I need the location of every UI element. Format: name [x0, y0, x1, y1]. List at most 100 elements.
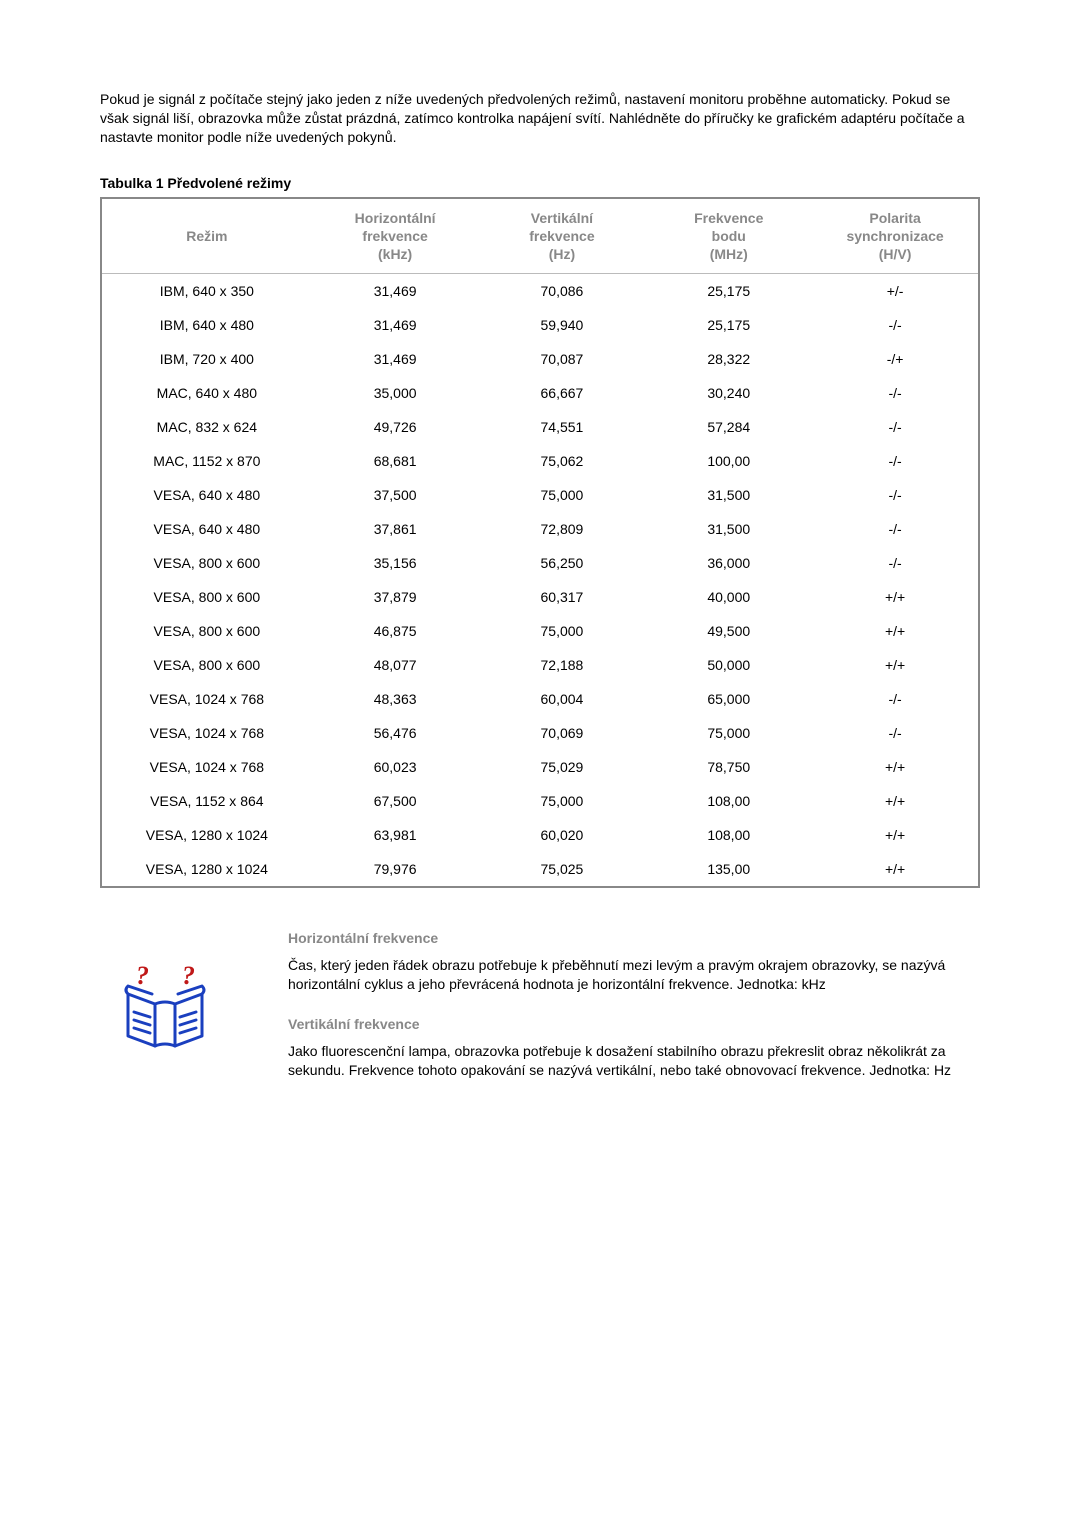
table-row: VESA, 1024 x 76856,47670,06975,000-/-	[101, 716, 979, 750]
table-cell: 65,000	[645, 682, 812, 716]
table-cell: 60,023	[312, 750, 479, 784]
table-cell: 108,00	[645, 784, 812, 818]
table-cell: -/+	[812, 342, 979, 376]
table-cell: +/+	[812, 648, 979, 682]
table-row: IBM, 640 x 35031,46970,08625,175+/-	[101, 274, 979, 309]
table-row: VESA, 1280 x 102479,97675,025135,00+/+	[101, 852, 979, 887]
table-cell: 31,469	[312, 274, 479, 309]
table-cell: +/+	[812, 852, 979, 887]
table-cell: 135,00	[645, 852, 812, 887]
table-cell: 60,020	[479, 818, 646, 852]
table-cell: 72,809	[479, 512, 646, 546]
table-cell: 49,500	[645, 614, 812, 648]
table-row: MAC, 832 x 62449,72674,55157,284-/-	[101, 410, 979, 444]
table-cell: MAC, 1152 x 870	[101, 444, 312, 478]
table-cell: -/-	[812, 478, 979, 512]
table-cell: 70,087	[479, 342, 646, 376]
table-cell: VESA, 800 x 600	[101, 648, 312, 682]
table-cell: 75,062	[479, 444, 646, 478]
hfreq-heading: Horizontální frekvence	[288, 930, 980, 946]
table-cell: 30,240	[645, 376, 812, 410]
table-body: IBM, 640 x 35031,46970,08625,175+/-IBM, …	[101, 274, 979, 888]
table-cell: 28,322	[645, 342, 812, 376]
table-cell: 66,667	[479, 376, 646, 410]
page: Pokud je signál z počítače stejný jako j…	[0, 0, 1080, 1528]
hfreq-body: Čas, který jeden řádek obrazu potřebuje …	[288, 956, 980, 994]
table-cell: 75,029	[479, 750, 646, 784]
svg-text:?: ?	[136, 961, 149, 990]
definitions-section: ? ? Horizontální frekvence Čas, který je…	[100, 930, 980, 1102]
table-cell: 75,000	[479, 478, 646, 512]
col-polarity: Polaritasynchronizace(H/V)	[812, 198, 979, 274]
table-cell: 70,069	[479, 716, 646, 750]
table-row: VESA, 800 x 60035,15656,25036,000-/-	[101, 546, 979, 580]
table-cell: 48,077	[312, 648, 479, 682]
vfreq-body: Jako fluorescenční lampa, obrazovka potř…	[288, 1042, 980, 1080]
table-cell: 31,500	[645, 478, 812, 512]
table-row: VESA, 1152 x 86467,50075,000108,00+/+	[101, 784, 979, 818]
col-vfreq: Vertikálnífrekvence(Hz)	[479, 198, 646, 274]
col-hfreq: Horizontálnífrekvence(kHz)	[312, 198, 479, 274]
table-cell: 40,000	[645, 580, 812, 614]
table-cell: 75,025	[479, 852, 646, 887]
table-cell: 50,000	[645, 648, 812, 682]
table-cell: 75,000	[645, 716, 812, 750]
table-cell: VESA, 800 x 600	[101, 546, 312, 580]
table-title: Tabulka 1 Předvolené režimy	[100, 175, 980, 191]
table-cell: 25,175	[645, 274, 812, 309]
table-cell: 25,175	[645, 308, 812, 342]
col-pixclock: Frekvencebodu(MHz)	[645, 198, 812, 274]
table-cell: -/-	[812, 546, 979, 580]
table-cell: VESA, 1280 x 1024	[101, 818, 312, 852]
table-cell: VESA, 640 x 480	[101, 512, 312, 546]
table-cell: 31,469	[312, 308, 479, 342]
table-cell: 59,940	[479, 308, 646, 342]
table-cell: -/-	[812, 682, 979, 716]
table-cell: 36,000	[645, 546, 812, 580]
table-cell: 100,00	[645, 444, 812, 478]
table-cell: +/+	[812, 750, 979, 784]
table-cell: 74,551	[479, 410, 646, 444]
table-cell: IBM, 720 x 400	[101, 342, 312, 376]
table-cell: +/+	[812, 784, 979, 818]
table-cell: -/-	[812, 376, 979, 410]
table-row: VESA, 1280 x 102463,98160,020108,00+/+	[101, 818, 979, 852]
table-cell: 37,861	[312, 512, 479, 546]
table-cell: 35,000	[312, 376, 479, 410]
table-cell: 57,284	[645, 410, 812, 444]
table-cell: IBM, 640 x 350	[101, 274, 312, 309]
table-cell: 70,086	[479, 274, 646, 309]
table-cell: 60,317	[479, 580, 646, 614]
table-cell: IBM, 640 x 480	[101, 308, 312, 342]
table-cell: VESA, 1024 x 768	[101, 716, 312, 750]
table-cell: 68,681	[312, 444, 479, 478]
table-cell: 48,363	[312, 682, 479, 716]
table-cell: 60,004	[479, 682, 646, 716]
table-header-row: Režim Horizontálnífrekvence(kHz) Vertiká…	[101, 198, 979, 274]
table-cell: VESA, 1280 x 1024	[101, 852, 312, 887]
table-row: VESA, 800 x 60046,87575,00049,500+/+	[101, 614, 979, 648]
table-cell: 31,469	[312, 342, 479, 376]
table-cell: VESA, 800 x 600	[101, 614, 312, 648]
table-cell: -/-	[812, 410, 979, 444]
table-row: VESA, 1024 x 76848,36360,00465,000-/-	[101, 682, 979, 716]
table-cell: VESA, 800 x 600	[101, 580, 312, 614]
table-cell: +/+	[812, 580, 979, 614]
table-cell: VESA, 1024 x 768	[101, 750, 312, 784]
table-row: IBM, 640 x 48031,46959,94025,175-/-	[101, 308, 979, 342]
svg-text:?: ?	[182, 961, 195, 990]
table-cell: 31,500	[645, 512, 812, 546]
table-cell: 37,879	[312, 580, 479, 614]
table-cell: +/+	[812, 614, 979, 648]
table-cell: 63,981	[312, 818, 479, 852]
note-icon: ? ?	[100, 930, 280, 1067]
vfreq-heading: Vertikální frekvence	[288, 1016, 980, 1032]
table-row: IBM, 720 x 40031,46970,08728,322-/+	[101, 342, 979, 376]
table-row: VESA, 1024 x 76860,02375,02978,750+/+	[101, 750, 979, 784]
table-cell: 56,250	[479, 546, 646, 580]
table-cell: -/-	[812, 444, 979, 478]
table-row: MAC, 640 x 48035,00066,66730,240-/-	[101, 376, 979, 410]
table-cell: 79,976	[312, 852, 479, 887]
table-cell: -/-	[812, 716, 979, 750]
table-cell: VESA, 1024 x 768	[101, 682, 312, 716]
